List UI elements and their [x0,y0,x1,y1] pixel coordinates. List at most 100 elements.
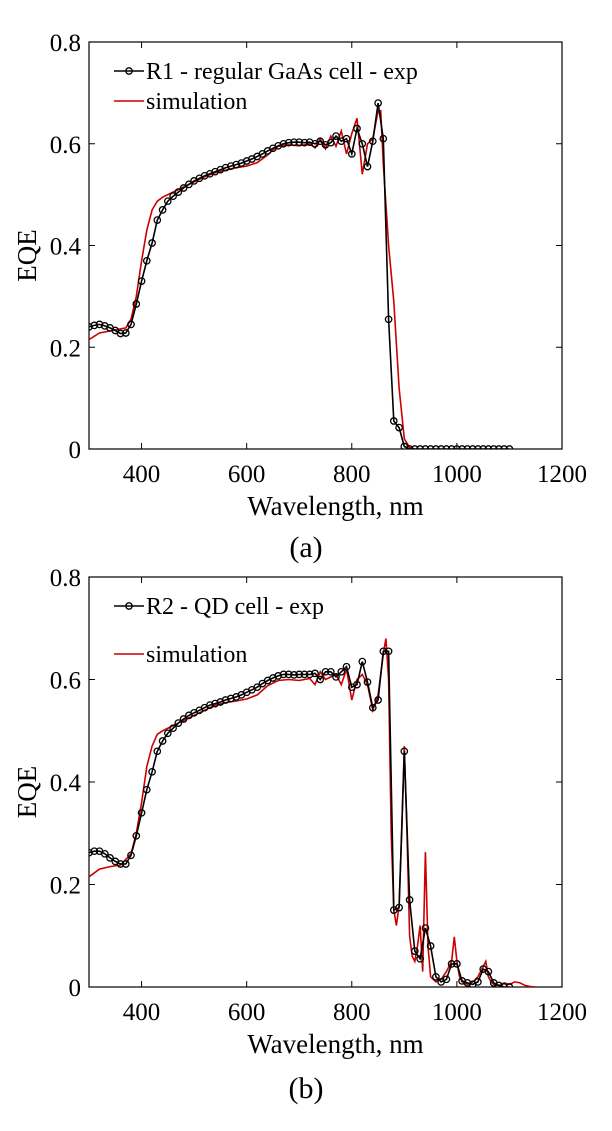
data-point-exp [163,729,172,738]
data-point-exp [179,184,188,192]
y-tick-label: 0.2 [50,873,81,900]
data-point-exp [453,445,461,449]
data-point-exp [337,667,346,676]
data-point-exp [379,134,388,143]
y-tick-label: 0.6 [50,668,81,695]
data-point-exp [405,896,414,904]
legend-label-simulation: simulation [146,642,247,668]
data-point-exp [253,683,262,692]
data-point-exp [121,860,130,868]
data-point-exp [368,137,377,146]
data-point-exp [426,445,435,449]
x-tick-label: 800 [333,999,371,1026]
legend-label-exp: R1 - regular GaAs cell - exp [146,59,418,85]
data-point-exp [432,972,440,981]
data-point-exp [185,180,193,189]
data-point-exp [326,138,335,147]
data-point-exp [116,329,125,338]
data-point-exp [458,445,466,449]
data-point-exp [505,445,514,449]
data-point-exp [474,978,482,986]
data-point-exp [432,445,440,449]
legend-marker-exp [125,67,133,75]
data-point-exp [221,696,230,704]
data-point-exp [305,670,314,679]
data-point-exp [142,785,151,794]
y-axis-label: EQE [12,229,42,281]
data-point-exp [437,445,445,449]
data-point-exp [106,854,114,862]
data-point-exp [311,669,319,678]
data-point-exp [227,694,235,703]
data-point-exp [463,979,472,987]
data-point-exp [505,983,514,987]
data-point-exp [300,670,309,679]
data-point-exp [374,696,382,704]
data-point-exp [416,954,424,963]
data-point-exp [484,445,493,449]
data-point-exp [400,747,409,756]
data-point-exp [127,851,135,860]
data-point-exp [384,315,393,324]
panel-a: 400 600 800 1000 1200 0 0.2 0.4 0.6 0.8 Wavelength… [12,30,587,564]
y-axis-label: EQE [12,766,42,818]
data-point-exp [290,138,298,147]
data-point-exp [368,703,377,712]
panel-caption: (a) [289,531,322,564]
data-point-exp [342,134,351,143]
data-point-exp [279,670,288,679]
legend-label-exp: R2 - QD cell - exp [146,594,324,620]
x-axis-label: Wavelength, nm [247,491,423,521]
data-point-exp [353,680,361,689]
data-point-exp [484,967,493,976]
data-point-exp [389,417,398,425]
data-point-exp [132,300,141,308]
data-point-exp [211,699,219,708]
data-point-exp [426,942,435,950]
legend-marker-exp [125,602,133,610]
data-point-exp [363,162,372,171]
data-point-exp [300,138,309,147]
data-point-exp [395,423,403,432]
data-point-exp [442,445,451,449]
data-point-exp [158,737,167,745]
data-point-exp [405,445,414,449]
data-point-exp [206,701,214,709]
data-point-exp [321,667,330,676]
data-point-exp [395,903,403,912]
x-tick-label: 600 [228,461,266,488]
data-point-exp [316,675,325,684]
y-tick-label: 0.8 [50,30,81,57]
data-point-exp [153,747,162,756]
data-point-exp [179,715,188,723]
y-tick-label: 0 [69,975,82,1002]
data-point-exp [479,445,488,449]
data-point-exp [500,445,509,449]
data-point-exp [374,99,382,107]
panel-caption: (b) [289,1072,324,1105]
data-point-exp [447,960,456,968]
y-tick-label: 0.2 [50,335,81,362]
series-line-simulation [89,638,536,987]
data-point-exp [284,670,293,679]
data-point-exp [100,849,109,858]
series-line-exp [89,102,510,449]
data-point-exp [148,239,156,247]
data-point-exp [116,860,125,868]
data-point-exp [421,924,430,932]
data-point-exp [358,139,367,148]
data-point-exp [137,277,146,285]
data-point-exp [463,445,472,449]
data-point-exp [148,767,156,776]
data-layer [89,99,514,449]
data-point-exp [495,445,503,449]
legend-label-simulation: simulation [146,89,247,115]
data-point-exp [295,138,304,147]
data-point-exp [353,124,361,133]
data-point-exp [316,137,325,146]
data-point-exp [305,138,314,147]
x-tick-label: 400 [123,999,161,1026]
data-point-exp [142,256,151,265]
data-point-exp [410,445,419,449]
data-point-exp [274,672,283,680]
